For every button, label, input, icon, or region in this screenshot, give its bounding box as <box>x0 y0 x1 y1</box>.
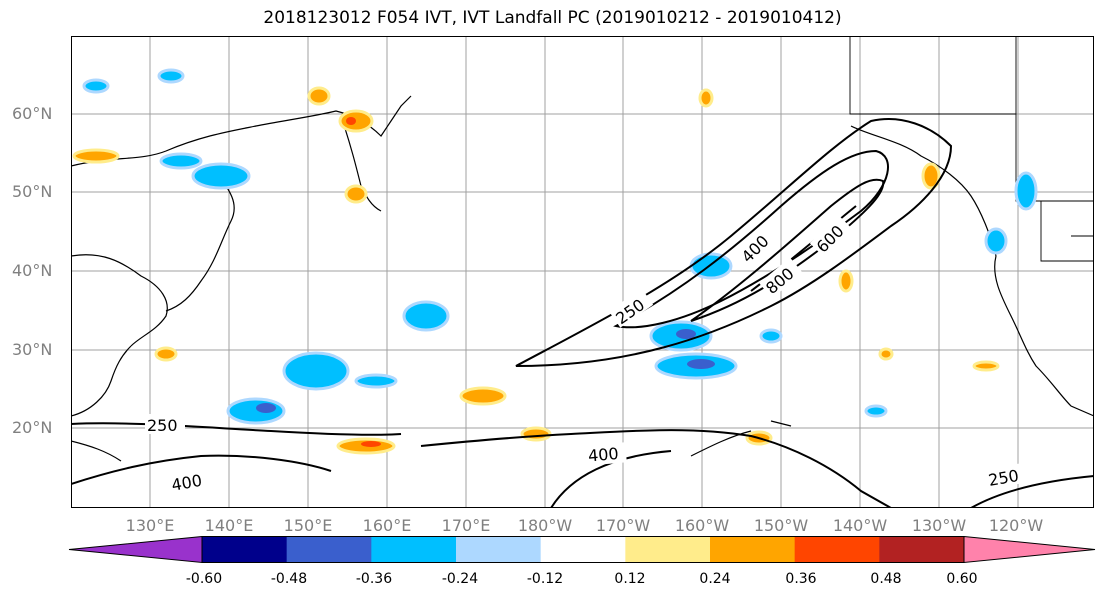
lat-label-30n: 30°N <box>12 340 53 359</box>
coastlines <box>71 95 1094 462</box>
colorbar-tick-label: 0.24 <box>699 571 731 587</box>
colorbar-segment <box>879 536 965 563</box>
colorbar-tick-label: -0.36 <box>355 571 393 587</box>
lon-label: 160°W <box>674 516 730 535</box>
colorbar-tick-label: -0.60 <box>185 571 223 587</box>
lon-label: 120°W <box>988 516 1044 535</box>
lon-label: 170°W <box>595 516 651 535</box>
lon-label: 170°E <box>441 516 491 535</box>
map-border <box>71 36 1094 508</box>
colorbar-tick-label: 0.48 <box>870 571 902 587</box>
lon-label: 150°W <box>753 516 809 535</box>
colorbar-extend-low <box>68 536 203 564</box>
colorbar-tick-label: 0.60 <box>946 571 978 587</box>
lon-label: 150°E <box>283 516 333 535</box>
map-panel: 250 400 400 250 250 400 600 800 <box>71 36 1094 508</box>
graticule <box>71 36 1094 508</box>
colorbar-tick-label: -0.12 <box>526 571 564 587</box>
lat-label-20n: 20°N <box>12 418 53 437</box>
colorbar-segment <box>456 536 542 563</box>
contour-labels: 250 400 400 250 250 400 600 800 <box>145 214 1028 495</box>
colorbar-tick-label: 0.12 <box>614 571 646 587</box>
map-title: 2018123012 F054 IVT, IVT Landfall PC (20… <box>263 8 842 28</box>
contour-label: 250 <box>987 466 1020 490</box>
lon-label: 140°E <box>204 516 254 535</box>
colorbar <box>68 536 1096 564</box>
lon-label: 130°W <box>911 516 967 535</box>
lon-label: 180°W <box>517 516 573 535</box>
colorbar-segment <box>202 536 288 563</box>
colorbar-extend-high <box>963 536 1096 564</box>
colorbar-segment <box>371 536 457 563</box>
colorbar-segment <box>710 536 796 563</box>
colorbar-tick-label: 0.36 <box>785 571 817 587</box>
contour-label: 400 <box>170 471 203 495</box>
colorbar-segment <box>286 536 372 563</box>
colorbar-segment <box>794 536 880 563</box>
contour-label: 400 <box>587 444 619 466</box>
colorbar-tick-label: -0.24 <box>441 571 479 587</box>
negative-shading <box>82 68 1038 425</box>
colorbar-segment <box>540 536 626 563</box>
colorbar-tick-label: -0.48 <box>270 571 308 587</box>
lon-label: 140°W <box>832 516 888 535</box>
lon-label: 160°E <box>362 516 412 535</box>
lon-label: 130°E <box>125 516 175 535</box>
borders <box>849 36 1094 262</box>
colorbar-segment <box>625 536 711 563</box>
positive-shading <box>72 86 1000 455</box>
lat-label-50n: 50°N <box>12 182 53 201</box>
lat-label-40n: 40°N <box>12 261 53 280</box>
map-canvas: 250 400 400 250 250 400 600 800 <box>71 36 1094 508</box>
contour-label: 250 <box>147 416 178 435</box>
lat-label-60n: 60°N <box>12 104 53 123</box>
